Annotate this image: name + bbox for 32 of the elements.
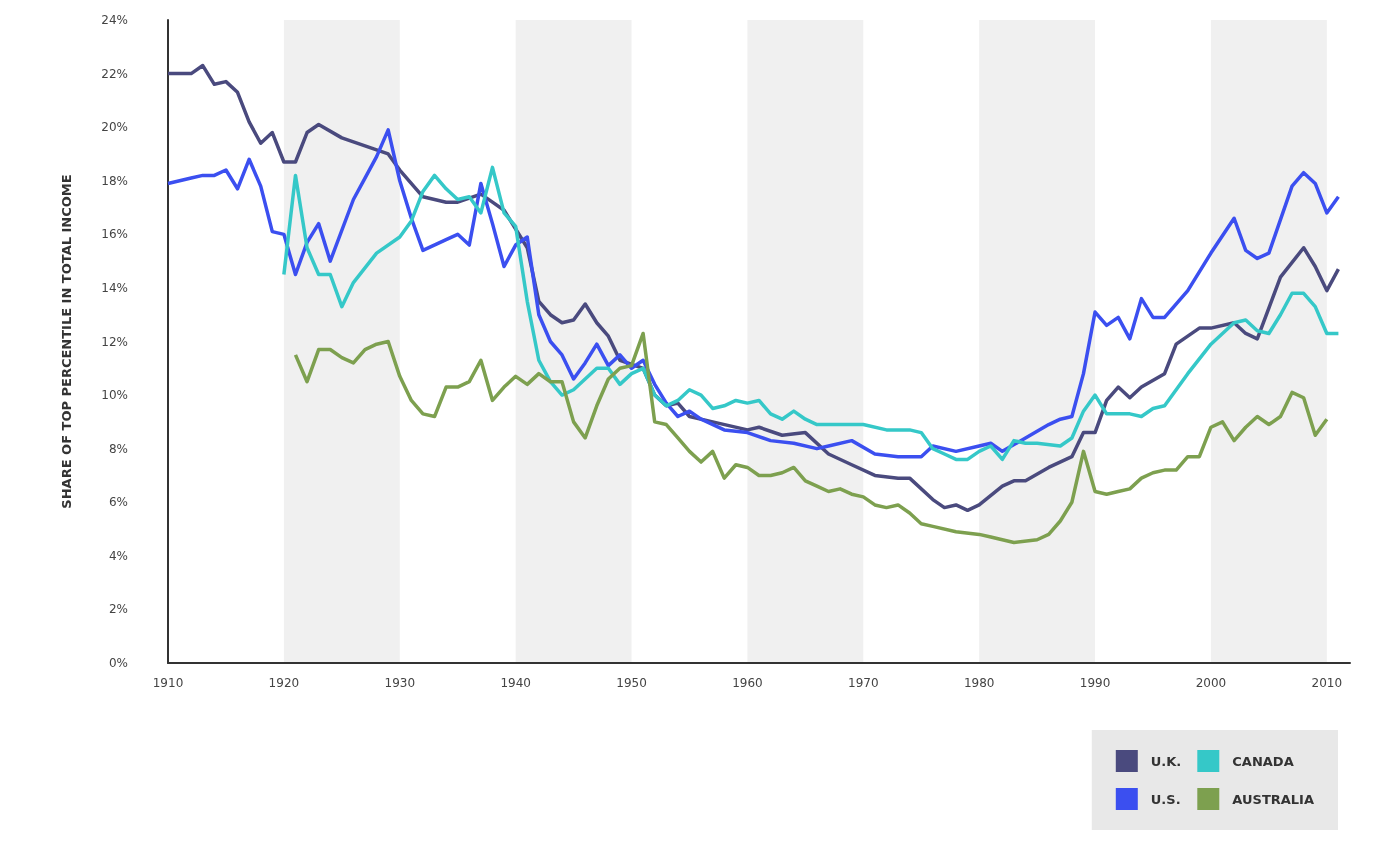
x-tick-label: 1950 xyxy=(616,676,647,690)
legend-label: CANADA xyxy=(1232,753,1294,769)
y-tick-label: 10% xyxy=(101,388,128,403)
y-tick-label: 16% xyxy=(101,227,128,242)
y-tick-label: 0% xyxy=(108,656,128,670)
legend-label: U.K. xyxy=(1150,753,1182,769)
y-tick-label: 12% xyxy=(101,334,128,349)
y-tick-label: 20% xyxy=(101,120,128,135)
legend-label: U.S. xyxy=(1150,791,1181,807)
x-tick-label: 1980 xyxy=(963,676,995,690)
x-tick-label: 1940 xyxy=(500,676,531,690)
y-tick-label: 24% xyxy=(101,13,128,27)
line-series xyxy=(282,165,1341,462)
y-tick-label: 8% xyxy=(108,441,128,456)
x-tick-label: 2000 xyxy=(1195,676,1227,690)
line-series xyxy=(166,128,1341,459)
x-tick-label: 1910 xyxy=(152,676,184,690)
x-tick-label: 2010 xyxy=(1311,676,1343,690)
line-series xyxy=(293,331,1329,545)
x-tick-label: 1920 xyxy=(268,676,300,690)
y-tick-label: 4% xyxy=(108,548,128,563)
y-axis-title: SHARE OF TOP PERCENTILE IN TOTAL INCOME xyxy=(59,174,74,509)
y-tick-label: 22% xyxy=(101,66,128,81)
y-tick-label: 2% xyxy=(108,602,128,617)
y-tick-label: 6% xyxy=(108,495,128,510)
legend-label: AUSTRALIA xyxy=(1232,791,1314,807)
x-tick-label: 1970 xyxy=(848,676,879,690)
x-tick-label: 1990 xyxy=(1079,676,1111,690)
x-tick-label: 1930 xyxy=(384,676,416,690)
y-tick-label: 18% xyxy=(101,173,128,188)
x-tick-label: 1960 xyxy=(732,676,763,690)
y-tick-label: 14% xyxy=(101,280,128,295)
